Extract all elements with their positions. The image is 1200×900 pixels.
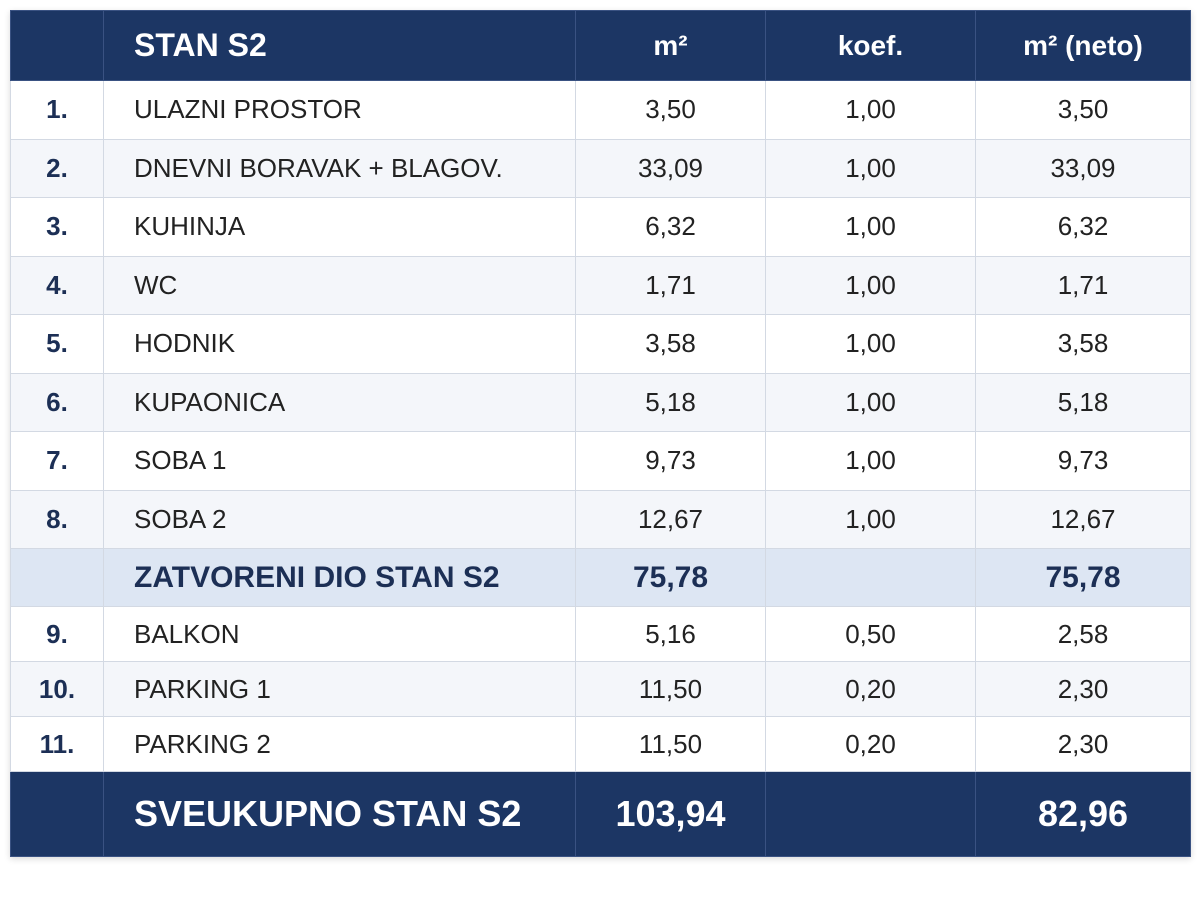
net-cell: 1,71 — [975, 255, 1191, 315]
row-number: 10. — [10, 661, 104, 717]
table-body: STAN S2 m² koef. m² (neto) 1. ULAZNI PROS… — [10, 10, 1191, 857]
net-cell: 5,18 — [975, 372, 1191, 432]
net-cell: 6,32 — [975, 197, 1191, 257]
area-cell: 33,09 — [575, 138, 766, 198]
area-cell: 6,32 — [575, 197, 766, 257]
row-number: 11. — [10, 716, 104, 772]
area-cell: 11,50 — [575, 716, 766, 772]
table-row: 9. BALKON 5,16 0,50 2,58 — [10, 606, 1191, 662]
net-cell: 3,50 — [975, 80, 1191, 140]
room-name: SOBA 1 — [103, 431, 576, 491]
sub-row: ZATVORENI DIO STAN S2 75,78 75,78 — [10, 548, 1191, 607]
header-row: STAN S2 m² koef. m² (neto) — [10, 10, 1191, 81]
blank-cell — [765, 771, 976, 857]
room-name: WC — [103, 255, 576, 315]
coef-cell: 0,20 — [765, 716, 976, 772]
table-row: 5. HODNIK 3,58 1,00 3,58 — [10, 314, 1191, 374]
area-cell: 11,50 — [575, 661, 766, 717]
coef-cell: 1,00 — [765, 372, 976, 432]
room-name: ULAZNI PROSTOR — [103, 80, 576, 140]
room-name: HODNIK — [103, 314, 576, 374]
sub-label: ZATVORENI DIO STAN S2 — [103, 548, 576, 607]
table-row: 10. PARKING 1 11,50 0,20 2,30 — [10, 661, 1191, 717]
room-name: KUPAONICA — [103, 372, 576, 432]
room-name: BALKON — [103, 606, 576, 662]
net-cell: 2,58 — [975, 606, 1191, 662]
table-row: 2. DNEVNI BORAVAK + BLAGOV. 33,09 1,00 33,09 — [10, 138, 1191, 198]
row-number: 7. — [10, 431, 104, 491]
row-number: 9. — [10, 606, 104, 662]
table-row: 11. PARKING 2 11,50 0,20 2,30 — [10, 716, 1191, 772]
blank-cell — [765, 548, 976, 607]
coef-cell: 1,00 — [765, 138, 976, 198]
table-row: 4. WC 1,71 1,00 1,71 — [10, 255, 1191, 315]
row-number: 1. — [10, 80, 104, 140]
room-name: PARKING 1 — [103, 661, 576, 717]
row-number: 4. — [10, 255, 104, 315]
total-row: SVEUKUPNO STAN S2 103,94 82,96 — [10, 771, 1191, 857]
net-cell: 2,30 — [975, 716, 1191, 772]
coef-cell: 0,50 — [765, 606, 976, 662]
coef-cell: 1,00 — [765, 80, 976, 140]
row-number: 6. — [10, 372, 104, 432]
table-row: 8. SOBA 2 12,67 1,00 12,67 — [10, 489, 1191, 549]
sub-area: 75,78 — [575, 548, 766, 607]
sub-net: 75,78 — [975, 548, 1191, 607]
net-cell: 33,09 — [975, 138, 1191, 198]
total-net: 82,96 — [975, 771, 1191, 857]
row-number: 3. — [10, 197, 104, 257]
table-row: 7. SOBA 1 9,73 1,00 9,73 — [10, 431, 1191, 491]
area-cell: 12,67 — [575, 489, 766, 549]
table-row: 3. KUHINJA 6,32 1,00 6,32 — [10, 197, 1191, 257]
area-table: STAN S2 m² koef. m² (neto) 1. ULAZNI PROS… — [10, 10, 1191, 857]
area-cell: 9,73 — [575, 431, 766, 491]
area-cell: 3,58 — [575, 314, 766, 374]
area-cell: 5,18 — [575, 372, 766, 432]
room-name: PARKING 2 — [103, 716, 576, 772]
row-number: 5. — [10, 314, 104, 374]
blank-cell — [10, 548, 104, 607]
coef-cell: 1,00 — [765, 255, 976, 315]
table-row: 1. ULAZNI PROSTOR 3,50 1,00 3,50 — [10, 80, 1191, 140]
room-name: KUHINJA — [103, 197, 576, 257]
header-cell — [10, 10, 104, 81]
net-cell: 12,67 — [975, 489, 1191, 549]
room-name: DNEVNI BORAVAK + BLAGOV. — [103, 138, 576, 198]
header-cell: koef. — [765, 10, 976, 81]
header-title: STAN S2 — [103, 10, 576, 81]
total-area: 103,94 — [575, 771, 766, 857]
table-row: 6. KUPAONICA 5,18 1,00 5,18 — [10, 372, 1191, 432]
coef-cell: 1,00 — [765, 489, 976, 549]
area-cell: 3,50 — [575, 80, 766, 140]
area-cell: 1,71 — [575, 255, 766, 315]
area-cell: 5,16 — [575, 606, 766, 662]
header-cell: m² — [575, 10, 766, 81]
row-number: 8. — [10, 489, 104, 549]
room-name: SOBA 2 — [103, 489, 576, 549]
net-cell: 3,58 — [975, 314, 1191, 374]
coef-cell: 1,00 — [765, 431, 976, 491]
coef-cell: 1,00 — [765, 197, 976, 257]
header-cell: m² (neto) — [975, 10, 1191, 81]
net-cell: 2,30 — [975, 661, 1191, 717]
net-cell: 9,73 — [975, 431, 1191, 491]
row-number: 2. — [10, 138, 104, 198]
total-label: SVEUKUPNO STAN S2 — [103, 771, 576, 857]
coef-cell: 1,00 — [765, 314, 976, 374]
blank-cell — [10, 771, 104, 857]
coef-cell: 0,20 — [765, 661, 976, 717]
